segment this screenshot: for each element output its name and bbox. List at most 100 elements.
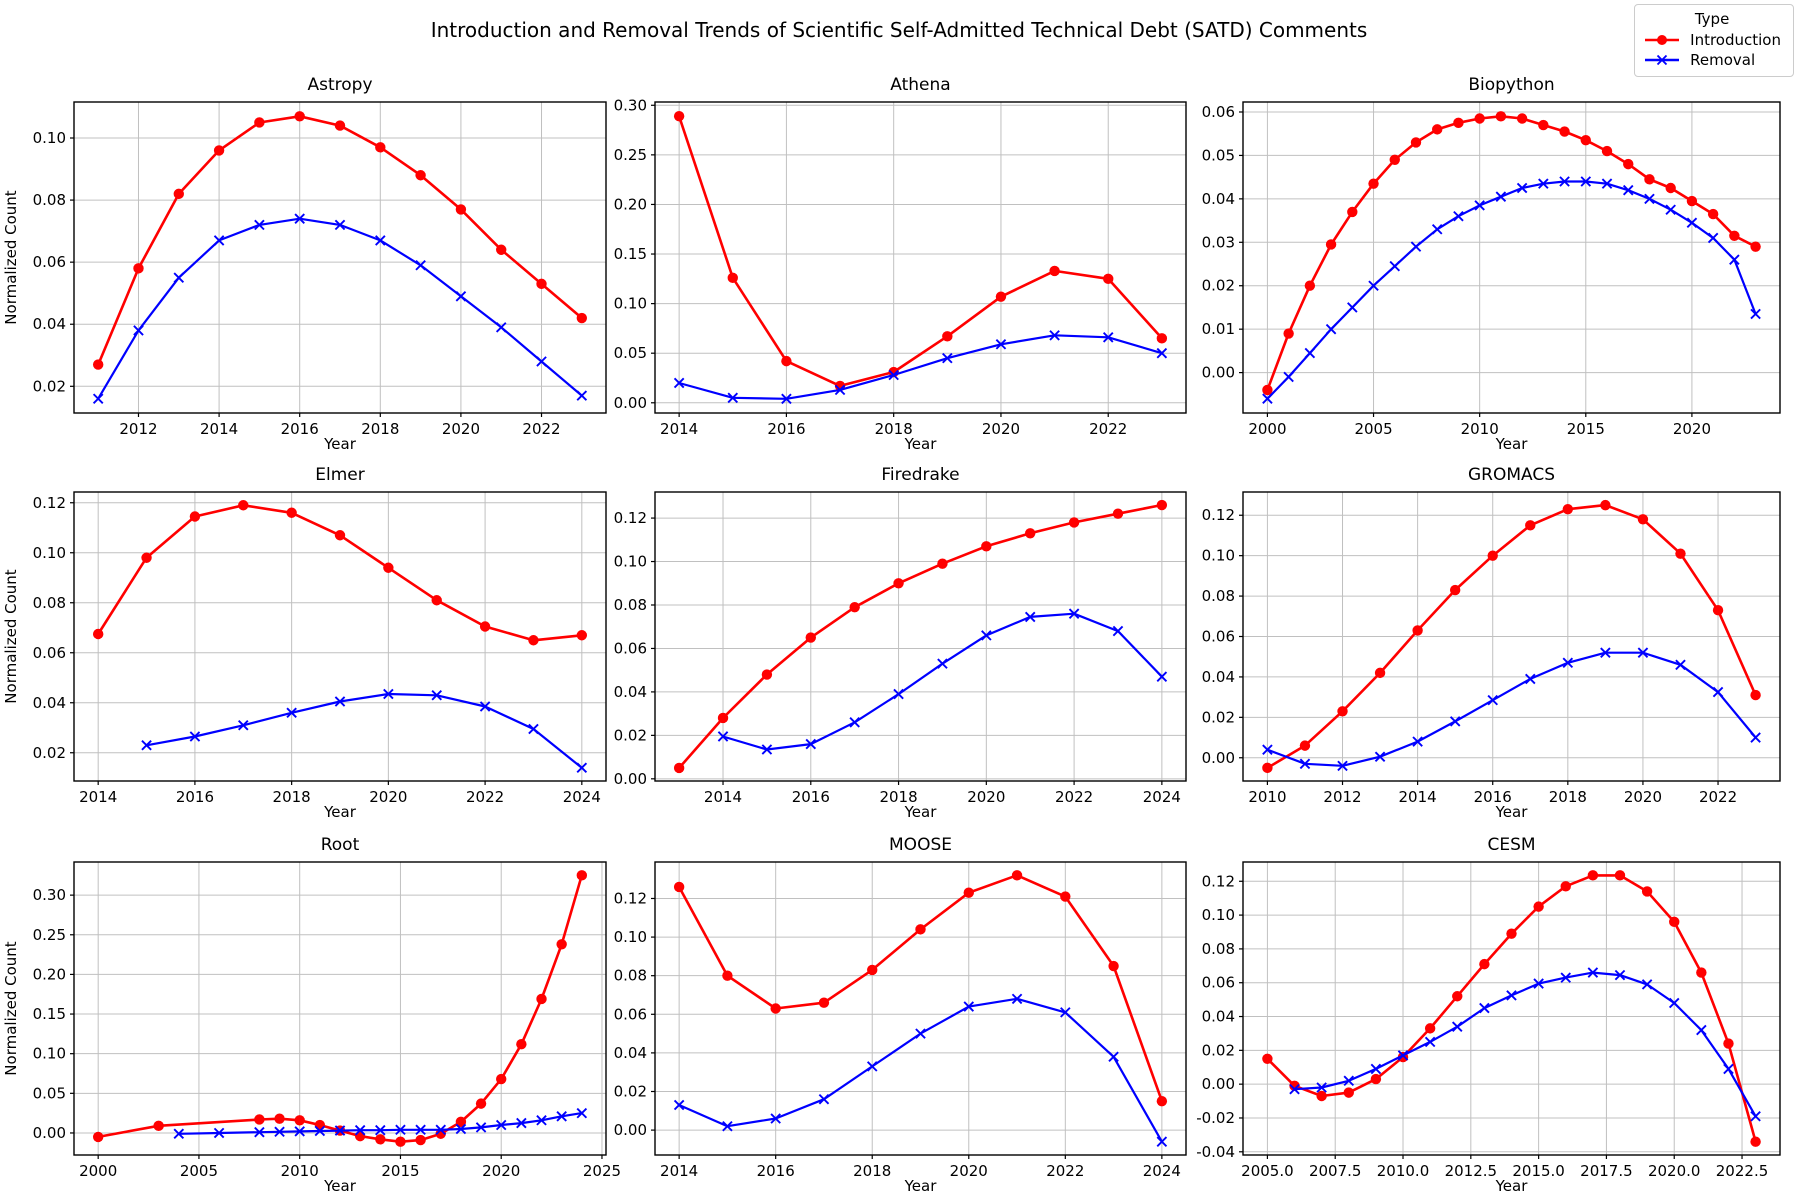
plot-border [654, 861, 1187, 1156]
x-tick-label: 2015.0 [1512, 1162, 1565, 1180]
x-marker-icon [1412, 736, 1423, 747]
circle-marker-icon [496, 1073, 507, 1085]
x-marker-icon [1696, 1024, 1707, 1036]
circle-marker-icon [1696, 967, 1707, 978]
circle-marker-icon [455, 204, 467, 215]
y-axis-label: Normalized Count [2, 941, 20, 1075]
legend: Type Introduction Removal [1634, 4, 1794, 77]
y-tick-label: 0.02 [1202, 277, 1235, 295]
series-line-introduction [1266, 503, 1757, 770]
x-marker-icon [455, 291, 467, 302]
y-tick-label: 0.06 [1202, 103, 1235, 121]
x-tick-label: 2022 [1089, 420, 1127, 438]
series-line-removal [678, 334, 1163, 400]
x-tick-label: 2017.5 [1580, 1162, 1633, 1180]
x-tick-label: 2015 [381, 1162, 419, 1180]
x-marker-icon [866, 1061, 878, 1072]
chart-cesm: 2005.0 2007.5 2010.0 2012.5 2015.0 2017.5 2020… [1196, 835, 1781, 1195]
x-marker-icon [1370, 1063, 1382, 1075]
x-marker-icon [1024, 611, 1036, 623]
circle-marker-icon [254, 1114, 265, 1125]
x-marker-icon [516, 1117, 527, 1129]
x-tick-label: 2020 [482, 1162, 520, 1180]
circle-marker-icon [761, 669, 773, 680]
y-tick-label: 0.04 [1202, 668, 1235, 686]
x-tick-label: 2018 [879, 788, 917, 806]
x-marker-icon [818, 1093, 830, 1105]
y-tick-label: 0.00 [614, 770, 647, 788]
x-marker-icon [937, 658, 948, 669]
x-marker-icon [1299, 758, 1311, 770]
circle-marker-icon [496, 244, 507, 255]
chart-gromacs: 2010 2012 2014 2016 2018 2020 2022 0.00 0.02 0.04… [1202, 465, 1781, 821]
x-marker-icon [254, 1126, 265, 1138]
circle-marker-icon [1614, 870, 1626, 881]
circle-marker-icon [556, 939, 567, 950]
x-marker-icon [1368, 280, 1379, 292]
series-line-removal [1294, 971, 1757, 1117]
x-marker-icon [1431, 223, 1443, 235]
series-line-introduction [677, 874, 1164, 1102]
circle-marker-icon [576, 870, 588, 881]
x-marker-icon [1068, 608, 1080, 619]
x-marker-icon [722, 1120, 733, 1132]
x-marker-icon [1397, 1050, 1409, 1061]
x-tick-label: 2016 [1474, 788, 1512, 806]
circle-marker-icon [1410, 137, 1422, 148]
circle-marker-icon [1487, 550, 1498, 561]
x-marker-icon [354, 1124, 366, 1136]
x-marker-icon [981, 630, 992, 641]
y-tick-label: 0.06 [1202, 628, 1235, 646]
series-line-introduction [677, 115, 1163, 388]
x-marker-icon [781, 393, 792, 405]
circle-marker-icon [1452, 991, 1463, 1002]
x-marker-icon [1304, 347, 1316, 359]
plot-border [1242, 861, 1781, 1156]
x-tick-label: 2014 [79, 788, 117, 806]
y-tick-label: -0.04 [1196, 1143, 1235, 1161]
circle-marker-icon [1637, 514, 1649, 525]
y-tick-label: 0.00 [614, 394, 647, 412]
circle-marker-icon [1316, 1090, 1327, 1102]
y-tick-label: 0.02 [33, 744, 66, 762]
plot-border [654, 491, 1187, 782]
x-axis-label: Year [904, 435, 938, 453]
circle-marker-icon [455, 1116, 467, 1128]
chart-title: Astropy [307, 75, 372, 95]
x-marker-icon [1453, 210, 1464, 222]
circle-marker-icon [1108, 960, 1119, 972]
circle-marker-icon [1712, 605, 1724, 616]
circle-marker-icon [1156, 333, 1168, 344]
chart-title: Root [321, 835, 360, 855]
chart-biopython: 2000 2005 2010 2015 2020 0.00 0.01 0.02 0.03 0.04… [1202, 75, 1781, 453]
circle-marker-icon [1156, 499, 1168, 511]
y-axis-label: Normalized Count [2, 190, 20, 324]
circle-marker-icon [1049, 265, 1060, 277]
x-tick-label: 2014 [1399, 788, 1437, 806]
x-tick-label: 2022 [1055, 788, 1093, 806]
x-marker-icon [141, 739, 152, 751]
chart-title: Firedrake [881, 465, 959, 485]
x-marker-icon [849, 717, 860, 728]
y-tick-label: 0.20 [614, 195, 647, 213]
circle-marker-icon [1025, 528, 1036, 539]
x-marker-icon [673, 1099, 685, 1111]
circle-marker-icon [805, 632, 816, 643]
y-tick-label: 0.00 [1202, 364, 1235, 382]
y-tick-label: 0.10 [614, 553, 647, 571]
y-tick-label: 0.04 [1202, 190, 1235, 208]
x-tick-label: 2010 [281, 1162, 319, 1180]
circle-marker-icon [1516, 113, 1528, 124]
circle-marker-icon [415, 1134, 426, 1146]
x-marker-icon [314, 1125, 326, 1137]
x-marker-icon [1723, 1063, 1734, 1075]
x-marker-icon [294, 213, 305, 224]
x-marker-icon [213, 235, 225, 246]
circle-marker-icon [479, 621, 491, 632]
circle-marker-icon [1474, 113, 1485, 124]
circle-marker-icon [963, 887, 974, 898]
x-marker-icon [1451, 1021, 1463, 1032]
circle-marker-icon [781, 355, 792, 367]
